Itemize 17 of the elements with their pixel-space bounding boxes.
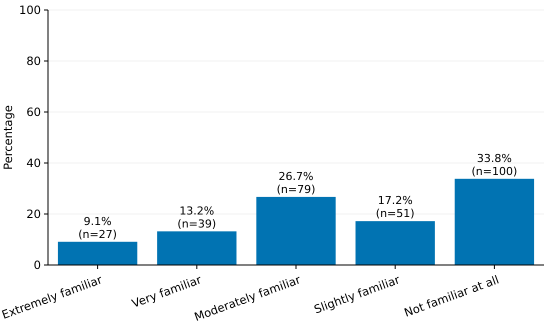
y-tick-label: 80 <box>26 54 41 68</box>
bar <box>454 178 534 265</box>
data-label: 33.8% (n=100) <box>472 152 518 178</box>
y-tick-label: 40 <box>26 156 41 170</box>
data-label: 13.2% (n=39) <box>177 204 216 230</box>
data-label: 9.1% (n=27) <box>78 214 117 241</box>
bar <box>157 231 236 265</box>
y-tick-label: 20 <box>26 207 41 222</box>
y-tick-label: 100 <box>19 3 41 18</box>
y-tick-label: 0 <box>34 258 41 272</box>
bar <box>58 242 138 265</box>
y-tick-label: 60 <box>26 105 41 120</box>
bar <box>256 196 336 265</box>
y-axis-title: Percentage <box>1 105 15 170</box>
bar <box>356 221 435 265</box>
data-label: 17.2% (n=51) <box>376 194 415 220</box>
data-label: 26.7% (n=79) <box>276 170 316 196</box>
